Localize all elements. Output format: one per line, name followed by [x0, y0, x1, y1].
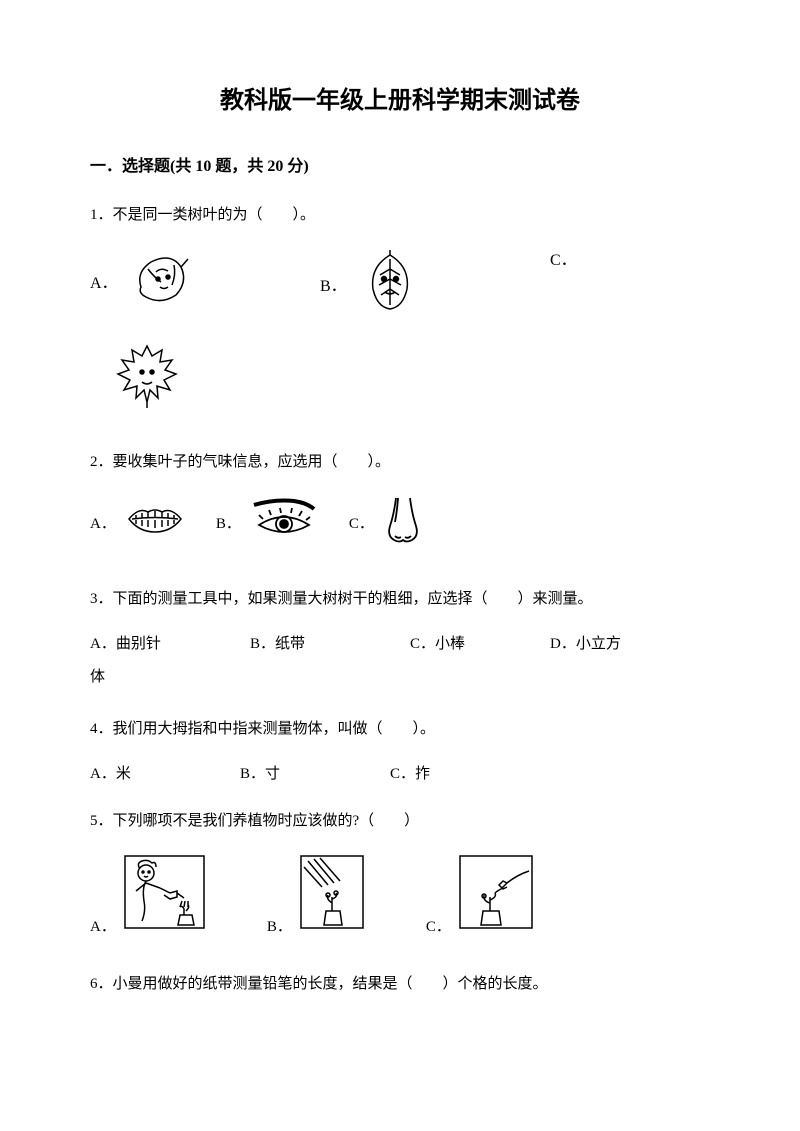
q4-option-a: A．米 — [90, 761, 240, 788]
q1-c-label: C． — [550, 247, 577, 276]
q3-option-c: C．小棒 — [410, 631, 550, 658]
question-3-text: 3．下面的测量工具中，如果测量大树树干的粗细，应选择（ ）来测量。 — [90, 586, 710, 613]
question-1-text: 1．不是同一类树叶的为（ ）。 — [90, 202, 710, 229]
q3-option-d-wrap: 体 — [90, 664, 710, 691]
section-header: 一．选择题(共 10 题，共 20 分) — [90, 153, 710, 182]
curled-leaf-icon — [126, 247, 201, 323]
q2-option-a: A． — [90, 502, 186, 547]
q2-option-b: B． — [216, 497, 319, 552]
question-2-options: A． B． — [90, 494, 710, 556]
q5-option-c: C． — [426, 853, 535, 942]
sunlight-plant-icon — [298, 853, 366, 942]
question-5-options: A． B． — [90, 853, 710, 942]
nose-icon — [382, 494, 424, 556]
q1-option-a: A． — [90, 247, 320, 323]
q5-b-label: B． — [267, 914, 292, 941]
eye-icon — [249, 497, 319, 552]
question-2-text: 2．要收集叶子的气味信息，应选用（ ）。 — [90, 449, 710, 476]
question-1-options: A． B． — [90, 247, 710, 328]
q5-c-label: C． — [426, 914, 451, 941]
q1-option-c-image — [90, 338, 710, 424]
q3-option-b: B．纸带 — [250, 631, 410, 658]
q4-option-c: C．拃 — [390, 761, 540, 788]
picking-plant-icon — [457, 853, 535, 942]
maple-leaf-icon — [110, 338, 185, 424]
q3-option-d: D．小立方 — [550, 631, 670, 658]
page-title: 教科版一年级上册科学期末测试卷 — [90, 80, 710, 123]
q5-a-label: A． — [90, 914, 116, 941]
q1-b-label: B． — [320, 273, 347, 302]
q2-a-label: A． — [90, 511, 116, 538]
question-4-text: 4．我们用大拇指和中指来测量物体，叫做（ ）。 — [90, 716, 710, 743]
simple-leaf-icon — [355, 247, 425, 328]
q2-c-label: C． — [349, 511, 374, 538]
question-4-options: A．米 B．寸 C．拃 — [90, 761, 710, 788]
q1-option-c: C． — [550, 247, 585, 276]
q5-option-b: B． — [267, 853, 366, 942]
watering-plant-icon — [122, 853, 207, 942]
q4-option-b: B．寸 — [240, 761, 390, 788]
mouth-icon — [124, 502, 186, 547]
q5-option-a: A． — [90, 853, 207, 942]
question-6-text: 6．小曼用做好的纸带测量铅笔的长度，结果是（ ）个格的长度。 — [90, 971, 710, 998]
question-3-options: A．曲别针 B．纸带 C．小棒 D．小立方 — [90, 631, 710, 658]
q3-option-a: A．曲别针 — [90, 631, 250, 658]
question-5-text: 5．下列哪项不是我们养植物时应该做的?（ ） — [90, 808, 710, 835]
q1-a-label: A． — [90, 270, 118, 299]
q2-option-c: C． — [349, 494, 424, 556]
q2-b-label: B． — [216, 511, 241, 538]
q1-option-b: B． — [320, 247, 550, 328]
